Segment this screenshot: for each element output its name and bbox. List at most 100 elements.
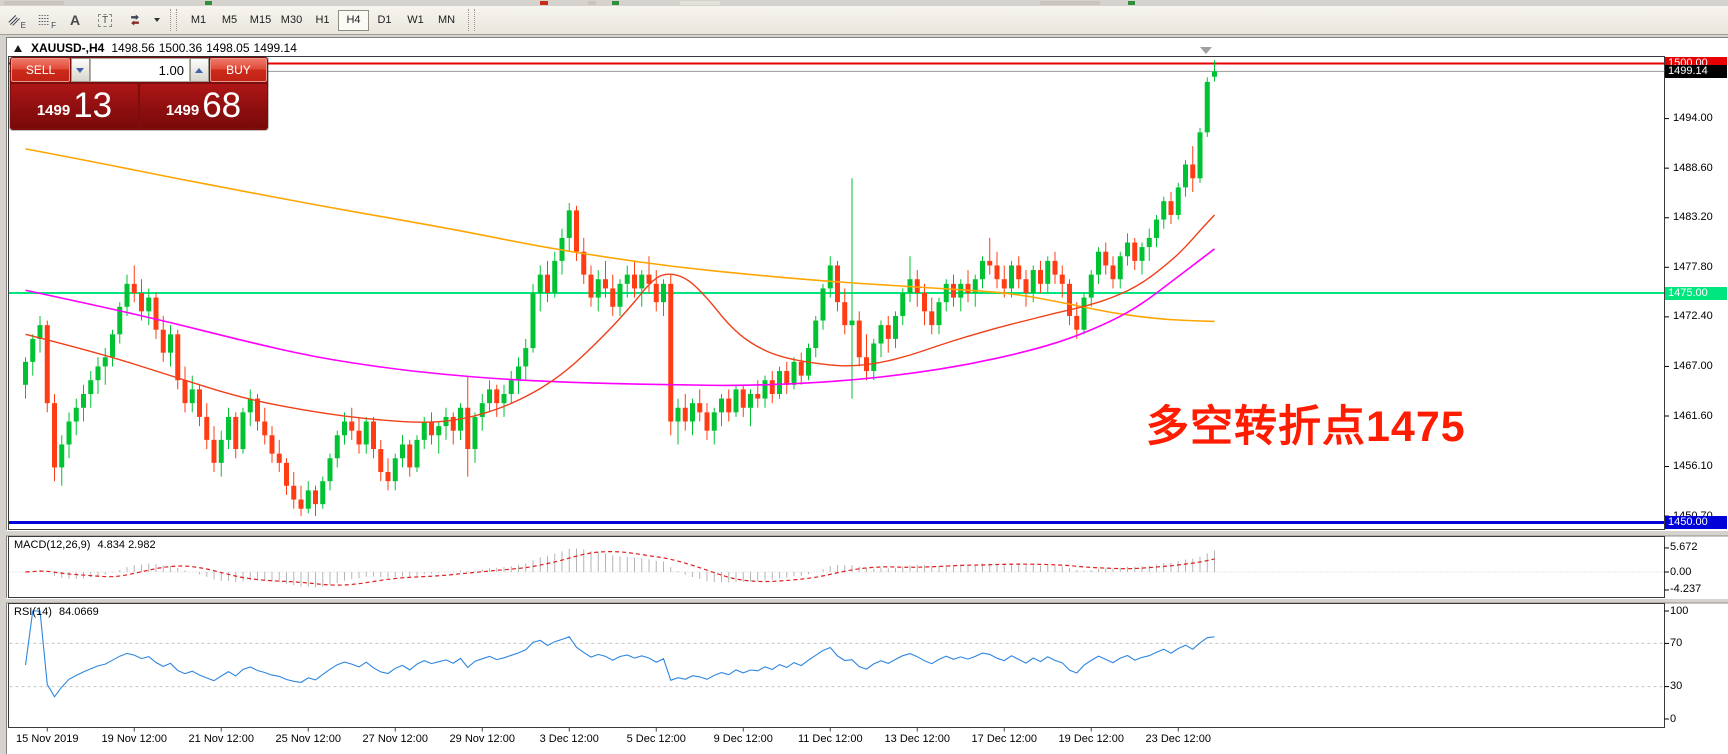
candle-body: [1016, 265, 1022, 280]
candle-body: [827, 265, 833, 289]
rsi-name: RSI(14): [14, 606, 52, 618]
arrow-objects-tool-button[interactable]: [121, 9, 149, 31]
sell-price-display[interactable]: 1499 13: [11, 84, 138, 128]
ohlc-open: 1498.56: [111, 41, 155, 55]
text-label-tool-button[interactable]: A: [61, 9, 89, 31]
candle-body: [624, 274, 630, 284]
candle-body: [1001, 279, 1007, 289]
candle-body: [719, 398, 724, 413]
pane-separator[interactable]: [6, 530, 1728, 537]
buy-button[interactable]: BUY: [209, 58, 267, 82]
chart-title-row: XAUUSD-,H4 1498.56 1500.36 1498.05 1499.…: [14, 41, 297, 55]
candle-body: [842, 302, 848, 326]
candle-body: [269, 435, 275, 454]
candle-body: [951, 283, 956, 298]
candle-body: [233, 416, 239, 450]
buy-price-pips: 68: [202, 86, 242, 125]
timeframe-button-h1[interactable]: H1: [307, 10, 338, 31]
candle-body: [748, 393, 753, 408]
candle-body: [1161, 201, 1167, 220]
sell-button[interactable]: SELL: [11, 58, 71, 82]
volume-decrease-button[interactable]: [71, 58, 90, 82]
candle-body: [980, 260, 985, 280]
candle-body: [994, 265, 1000, 280]
candle-body: [1103, 251, 1109, 266]
text-box-tool-button[interactable]: T: [91, 9, 119, 31]
timeframe-button-m5[interactable]: M5: [214, 10, 245, 31]
candle-body: [704, 412, 710, 431]
sell-price-base: 1499: [36, 102, 71, 119]
ohlc-low: 1498.05: [206, 41, 250, 55]
toolbar-fragment: [540, 1, 548, 5]
candle-body: [813, 320, 819, 349]
candle-body: [211, 439, 217, 463]
candle-body: [1154, 219, 1159, 238]
candle-body: [711, 412, 717, 431]
candle-body: [298, 499, 304, 509]
candle-body: [733, 389, 739, 413]
candle-body: [436, 426, 442, 436]
toolbar-fragment: [680, 1, 720, 5]
candle-body: [327, 458, 333, 482]
candle-body: [878, 325, 884, 344]
toolbar-separator: [170, 9, 177, 31]
candle-body: [697, 403, 703, 413]
candle-body: [146, 297, 152, 312]
decrease-arrow-icon: [76, 67, 85, 73]
candle-body: [37, 325, 43, 339]
volume-increase-button[interactable]: [189, 58, 209, 82]
timeframe-button-m1[interactable]: M1: [183, 10, 214, 31]
pane-separator[interactable]: [6, 598, 1728, 604]
candle-body: [581, 251, 587, 275]
candle-body: [835, 265, 840, 303]
candle-body: [574, 210, 579, 252]
candle-body: [30, 338, 36, 362]
increase-arrow-icon: [195, 67, 204, 73]
macd-pane[interactable]: [8, 536, 1665, 598]
timeframe-button-mn[interactable]: MN: [431, 10, 462, 31]
candle-body: [400, 444, 405, 459]
equidistant-channel-tool-button[interactable]: E: [1, 9, 29, 31]
timeframe-button-d1[interactable]: D1: [369, 10, 400, 31]
candle-body: [117, 306, 123, 335]
candle-body: [1132, 242, 1138, 261]
volume-input[interactable]: [89, 58, 190, 82]
collapse-trade-panel-icon[interactable]: [14, 44, 22, 52]
arrows-dropdown-button[interactable]: [150, 9, 164, 31]
timeframe-button-m15[interactable]: M15: [245, 10, 276, 31]
buy-price-display[interactable]: 1499 68: [140, 84, 267, 128]
sell-price-pips: 13: [73, 86, 113, 125]
candle-body: [914, 279, 920, 293]
candle-body: [661, 283, 666, 303]
candle-body: [682, 407, 688, 422]
candle-body: [363, 421, 369, 445]
toolbar-fragment: [1040, 1, 1100, 5]
candle-body: [1045, 260, 1051, 284]
fibonacci-retracement-tool-button[interactable]: F: [31, 9, 59, 31]
candle-body: [1168, 201, 1174, 215]
candle-body: [900, 293, 906, 316]
timeframe-button-w1[interactable]: W1: [400, 10, 431, 31]
rsi-label: RSI(14) 84.0669: [14, 606, 99, 618]
chart-annotation-text: 多空转折点1475: [1146, 403, 1466, 451]
candle-body: [1197, 132, 1203, 179]
candle-body: [276, 453, 282, 463]
rsi-pane[interactable]: [8, 603, 1665, 728]
upper-toolbar-remnant: [0, 0, 1728, 6]
timeframe-button-m30[interactable]: M30: [276, 10, 307, 31]
candle-body: [523, 348, 529, 367]
candle-body: [545, 274, 550, 293]
candle-body: [639, 274, 645, 289]
timeframe-button-h4[interactable]: H4: [338, 9, 369, 31]
candle-body: [849, 320, 855, 326]
candle-body: [871, 343, 877, 372]
chart-shift-marker: [1200, 47, 1212, 54]
candle-body: [160, 329, 166, 353]
candle-body: [153, 297, 159, 330]
candle-body: [320, 481, 326, 505]
candle-body: [44, 325, 50, 404]
candle-body: [313, 490, 318, 505]
candle-body: [284, 462, 289, 486]
candle-body: [1190, 164, 1196, 179]
